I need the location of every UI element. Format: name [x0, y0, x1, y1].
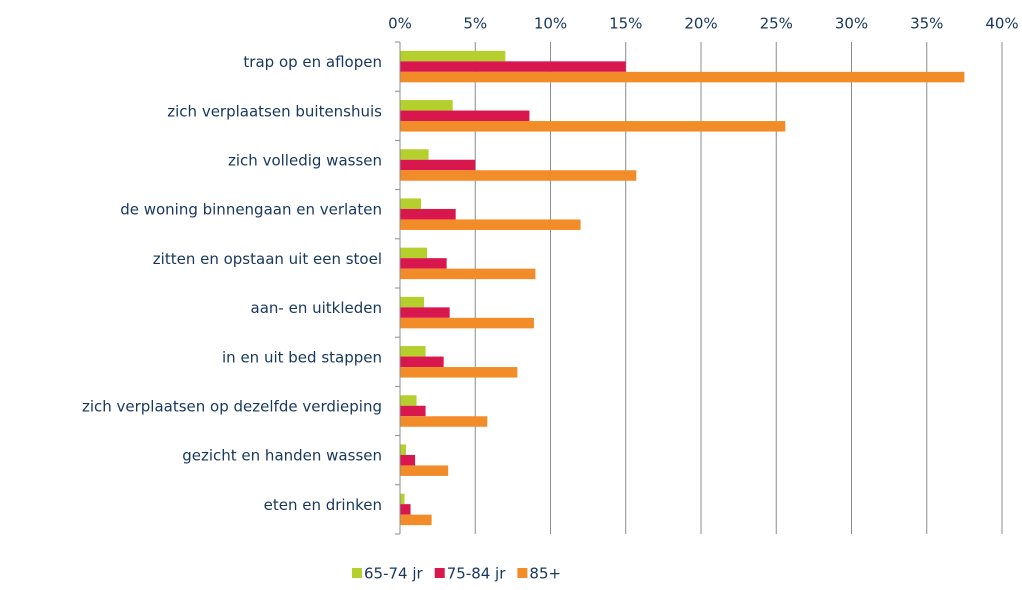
x-tick-label: 0% — [388, 15, 412, 33]
legend-label: 65-74 jr — [364, 565, 424, 583]
y-tick-label: zich volledig wassen — [228, 152, 382, 170]
bar — [400, 493, 405, 505]
bar — [400, 307, 450, 318]
bar — [400, 416, 488, 427]
bar — [400, 61, 626, 72]
bar — [400, 247, 428, 259]
bar — [400, 465, 449, 476]
x-tick-label: 30% — [835, 15, 868, 33]
bar — [400, 170, 637, 181]
y-tick-label: in en uit bed stappen — [222, 348, 382, 366]
x-tick-label: 35% — [910, 15, 943, 33]
y-tick-label: aan- en uitkleden — [251, 299, 382, 317]
bar — [400, 514, 432, 526]
bar — [400, 258, 447, 269]
y-tick-label: eten en drinken — [264, 496, 382, 514]
x-tick-label: 20% — [684, 15, 717, 33]
bar — [400, 405, 426, 417]
bar — [400, 454, 416, 466]
x-tick-label: 15% — [609, 15, 642, 33]
legend-swatch — [434, 568, 445, 578]
bar — [400, 121, 786, 132]
x-tick-label: 25% — [760, 15, 793, 33]
bar — [400, 219, 581, 230]
bar — [400, 296, 425, 308]
bar — [400, 367, 518, 378]
bar — [400, 198, 422, 209]
bar — [400, 110, 530, 122]
bar — [400, 268, 536, 280]
y-tick-label: zich verplaatsen op dezelfde verdieping — [82, 398, 382, 416]
bar — [400, 100, 453, 111]
y-tick-label: trap op en aflopen — [243, 53, 382, 71]
bar — [400, 346, 426, 357]
y-tick-label: gezicht en handen wassen — [182, 447, 382, 465]
bar — [400, 71, 965, 83]
bar — [400, 356, 444, 368]
bar — [400, 50, 506, 62]
legend-label: 75-84 jr — [447, 565, 507, 583]
x-tick-label: 40% — [985, 15, 1018, 33]
bar — [400, 149, 429, 160]
x-tick-label: 5% — [463, 15, 487, 33]
y-tick-label: zitten en opstaan uit een stoel — [153, 250, 382, 268]
y-tick-label: de woning binnengaan en verlaten — [120, 201, 382, 219]
y-tick-label: zich verplaatsen buitenshuis — [167, 102, 382, 120]
bar — [400, 444, 407, 455]
bar — [400, 317, 534, 329]
bar — [400, 159, 476, 171]
bar — [400, 395, 417, 406]
bar — [400, 504, 411, 515]
bar — [400, 208, 456, 220]
x-tick-label: 10% — [534, 15, 567, 33]
legend-swatch — [517, 568, 528, 578]
legend-label: 85+ — [529, 565, 561, 583]
legend-swatch — [352, 568, 362, 578]
